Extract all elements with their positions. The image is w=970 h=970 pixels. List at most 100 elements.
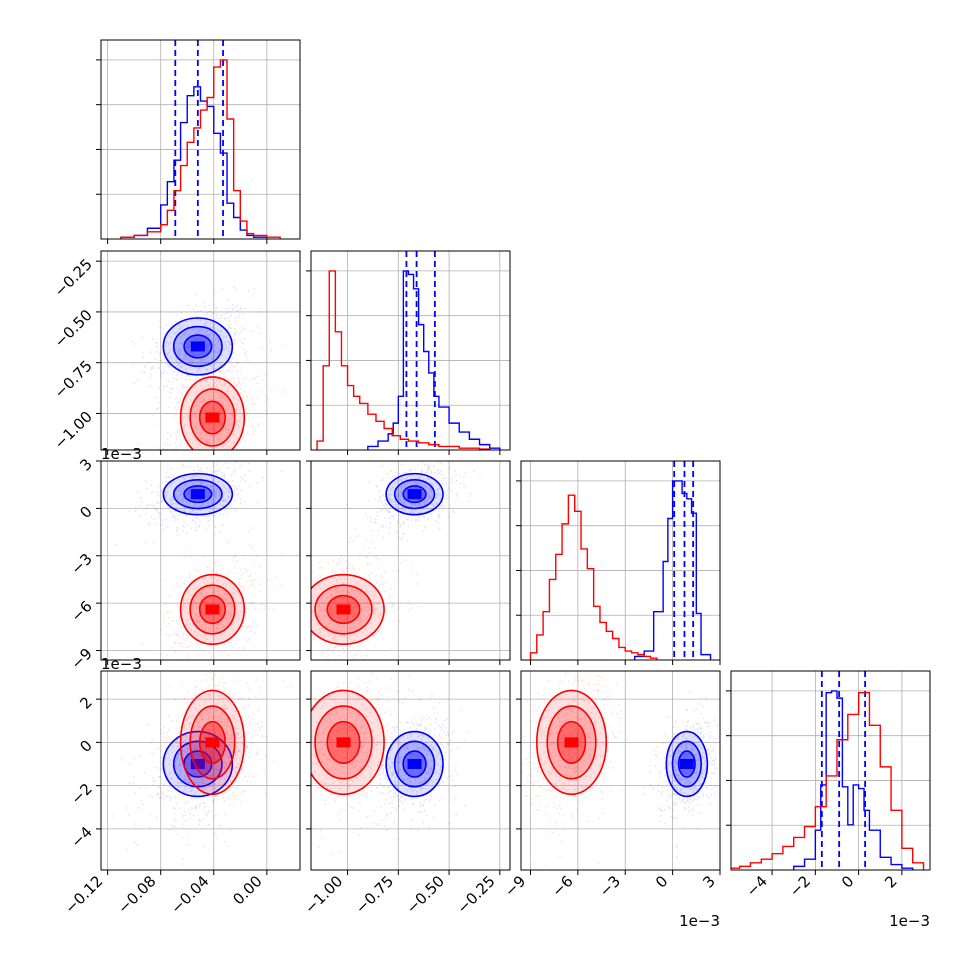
scatter-red	[126, 671, 292, 870]
scatter-points	[114, 461, 283, 546]
density-peak	[564, 737, 579, 748]
panel-content	[131, 286, 286, 450]
panel-3-0: −0.12 −0.08 −0.04 0.00 −4 −2 0 2	[61, 670, 301, 917]
hist-panel-2	[516, 460, 721, 665]
x-offset-label: 1e−3	[679, 912, 720, 930]
hist-panel-1	[306, 250, 511, 455]
histogram-red	[316, 270, 491, 450]
density-peak	[407, 489, 422, 500]
x-tick-label: −2	[786, 872, 814, 900]
panel-content	[311, 461, 481, 660]
panel-frame	[100, 670, 301, 871]
y-tick-label: −0.25	[51, 255, 96, 300]
density-peak	[190, 759, 205, 770]
x-tick-label: −0.08	[114, 872, 159, 917]
x-tick-label: 0	[652, 872, 671, 891]
panel-content	[529, 461, 712, 660]
panel-content	[114, 461, 283, 659]
panel-frame	[520, 670, 721, 871]
scatter-points	[126, 671, 292, 870]
x-tick-label: −9	[501, 872, 529, 900]
scatter-blue	[114, 461, 283, 546]
x-tick-label: −1.00	[301, 872, 346, 917]
x-tick-label: 0.00	[229, 872, 265, 908]
x-tick-label: −0.75	[352, 872, 397, 917]
y-tick-label: −2	[67, 780, 95, 808]
y-offset-label: 1e−3	[101, 655, 142, 673]
x-tick-label: −0.25	[453, 872, 498, 917]
hist-panel-3: −4 −2 0 2	[726, 670, 931, 900]
scatter-red	[137, 295, 286, 450]
x-tick-label: 3	[699, 872, 718, 891]
panel-2-0: −9 −6 −3 0 3	[67, 455, 301, 673]
y-tick-label: −0.50	[51, 306, 96, 351]
y-tick-label: −3	[67, 550, 95, 578]
density-peak	[407, 759, 422, 770]
panel-frame	[100, 39, 301, 240]
scatter-red	[311, 672, 421, 855]
panel-content	[111, 671, 292, 870]
x-tick-label: −0.04	[167, 872, 212, 917]
panel-frame	[100, 250, 301, 451]
x-tick-label: 2	[881, 872, 900, 891]
y-tick-label: −4	[67, 823, 95, 851]
scatter-points	[521, 671, 628, 868]
density-peak	[205, 604, 220, 615]
density-peak	[190, 341, 205, 352]
panel-frame	[310, 460, 511, 661]
scatter-blue	[346, 461, 481, 540]
panel-content	[311, 672, 468, 855]
scatter-red	[521, 671, 628, 868]
y-tick-label: −6	[67, 597, 95, 625]
panel-frame	[310, 670, 511, 871]
panel-content	[521, 671, 720, 868]
scatter-points	[131, 286, 272, 449]
panel-content	[316, 251, 501, 450]
histogram-blue	[634, 480, 712, 660]
panel-frame	[520, 460, 721, 661]
density-peak	[190, 489, 205, 500]
histogram-blue	[793, 690, 914, 870]
y-tick-label: 0	[76, 736, 95, 755]
scatter-blue	[111, 693, 268, 848]
panel-3-1: −1.00 −0.75 −0.50 −0.25	[301, 670, 511, 917]
histogram-red	[731, 692, 925, 870]
y-tick-label: 3	[76, 455, 95, 474]
x-offset-label: 1e−3	[889, 912, 930, 930]
panel-frame	[730, 670, 931, 871]
y-tick-label: 2	[76, 693, 95, 712]
scatter-blue	[643, 690, 720, 858]
y-offset-label: 1e−3	[101, 445, 142, 463]
scatter-points	[137, 295, 286, 450]
panel-content	[120, 40, 281, 239]
density-peak	[205, 412, 220, 423]
scatter-blue	[131, 286, 272, 449]
density-peak	[679, 759, 694, 770]
panel-1-0: −1.00 −0.75 −0.50 −0.25	[51, 250, 301, 455]
panel-2-1	[306, 460, 511, 665]
density-peak	[336, 604, 351, 615]
y-tick-label: −1.00	[51, 408, 96, 453]
x-tick-label: 0	[838, 872, 857, 891]
y-tick-label: −0.75	[51, 357, 96, 402]
y-tick-label: 0	[76, 502, 95, 521]
x-tick-label: −6	[548, 872, 576, 900]
histogram-red	[120, 59, 281, 239]
scatter-points	[643, 690, 720, 858]
panel-frame	[310, 250, 511, 451]
histogram-blue	[120, 86, 268, 239]
x-tick-label: −0.12	[61, 872, 106, 917]
density-peak	[205, 737, 220, 748]
hist-panel-0	[96, 39, 301, 244]
density-peak	[336, 737, 351, 748]
panel-content	[731, 671, 925, 870]
scatter-points	[311, 672, 421, 855]
x-tick-label: −4	[743, 872, 771, 900]
histogram-blue	[367, 270, 501, 450]
panel-3-2: −9 −6 −3 0 3	[501, 670, 721, 900]
scatter-points	[346, 461, 481, 540]
x-tick-label: −0.50	[403, 872, 448, 917]
scatter-points	[111, 693, 268, 848]
y-tick-label: −9	[67, 645, 95, 673]
